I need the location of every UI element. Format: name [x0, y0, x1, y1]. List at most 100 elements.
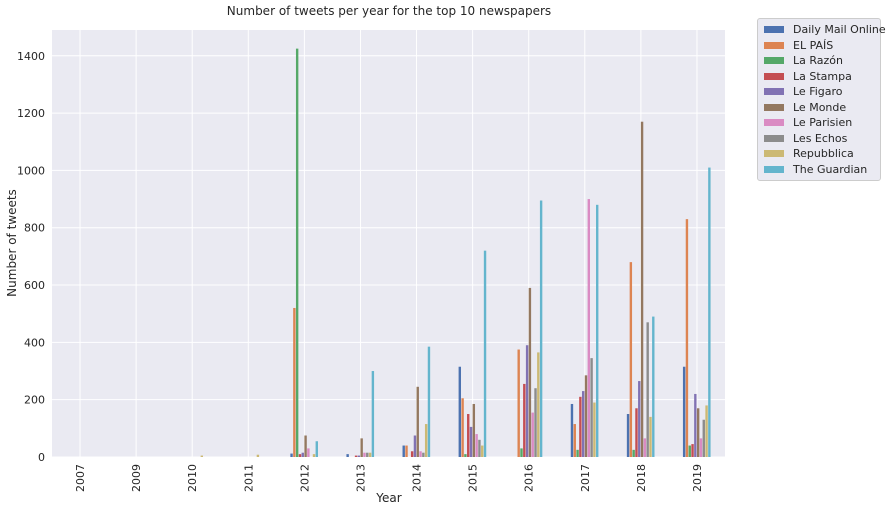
- bar: [354, 455, 358, 457]
- bar: [643, 438, 647, 457]
- bar: [688, 445, 691, 457]
- bar: [295, 48, 299, 457]
- bar: [590, 358, 593, 457]
- legend-label: Les Echos: [793, 131, 848, 145]
- grid-lines: [52, 30, 725, 458]
- bar: [483, 250, 487, 457]
- legend-item: Le Figaro: [764, 84, 874, 100]
- bar: [424, 424, 428, 457]
- bar: [576, 449, 579, 457]
- legend-label: Daily Mail Online: [793, 23, 886, 37]
- bar: [200, 455, 204, 457]
- legend-label: EL PAÍS: [793, 38, 834, 52]
- bar: [402, 445, 405, 457]
- x-tick-label: 2007: [74, 464, 87, 492]
- x-tick-label: 2016: [523, 464, 536, 492]
- bar: [256, 454, 260, 457]
- bar: [635, 408, 638, 457]
- legend-label: Le Parisien: [793, 116, 853, 130]
- bar: [371, 371, 375, 457]
- bar: [626, 414, 630, 457]
- legend-label: The Guardian: [793, 162, 868, 176]
- legend-swatch: [764, 72, 784, 80]
- legend-label: Le Figaro: [793, 85, 843, 99]
- bar: [427, 346, 431, 457]
- bar: [581, 391, 585, 457]
- legend-swatch: [764, 103, 784, 111]
- bar: [363, 452, 366, 457]
- x-tick-label: 2017: [579, 464, 592, 492]
- bar: [699, 438, 703, 457]
- legend-item: La Stampa: [764, 69, 874, 85]
- legend-swatch: [764, 150, 784, 158]
- bar: [469, 426, 473, 457]
- legend-swatch: [764, 165, 784, 173]
- y-tick-label: 1200: [17, 107, 45, 120]
- bar: [694, 393, 697, 457]
- bar: [472, 403, 476, 457]
- bar: [416, 386, 419, 457]
- bar: [366, 452, 369, 457]
- legend-label: La Stampa: [793, 69, 852, 83]
- legend-swatch: [764, 88, 784, 96]
- legend-label: Le Monde: [793, 100, 847, 114]
- bar: [307, 448, 310, 457]
- x-tick-label: 2011: [242, 464, 255, 492]
- bar: [301, 452, 304, 457]
- legend-item: La Razón: [764, 53, 874, 69]
- bar: [685, 219, 689, 457]
- bar: [539, 200, 543, 457]
- bar: [467, 414, 470, 457]
- x-axis-ticks: 2007 2009 2010 2011 2012 2013 2014 2015 2016 2017…: [74, 464, 704, 492]
- bar: [696, 408, 700, 457]
- bar: [531, 412, 534, 457]
- x-tick-label: 2012: [298, 464, 311, 492]
- bar: [646, 322, 649, 457]
- bar: [360, 438, 363, 457]
- y-axis-label: Number of tweets: [5, 189, 19, 297]
- bar: [312, 454, 316, 457]
- bar: [528, 287, 532, 457]
- bar: [517, 349, 520, 457]
- bar: [525, 345, 529, 457]
- bar: [629, 262, 633, 457]
- y-tick-label: 1000: [17, 164, 45, 177]
- x-tick-label: 2019: [691, 464, 704, 492]
- bar: [702, 419, 705, 457]
- y-tick-label: 1400: [17, 50, 45, 63]
- bar: [640, 121, 644, 457]
- bar: [534, 388, 537, 457]
- bar: [410, 451, 414, 457]
- bar: [315, 441, 318, 457]
- bar: [475, 434, 478, 457]
- legend-item: EL PAÍS: [764, 38, 874, 54]
- bar: [478, 439, 481, 457]
- chart-title: Number of tweets per year for the top 10…: [227, 4, 551, 18]
- bar: [422, 452, 425, 457]
- bar: [682, 366, 686, 457]
- bar: [368, 452, 372, 457]
- legend-item: Les Echos: [764, 131, 874, 147]
- bar: [461, 398, 464, 457]
- bar: [691, 444, 694, 457]
- y-tick-label: 800: [24, 222, 45, 235]
- plot-background: [52, 30, 725, 457]
- legend-label: Repubblica: [793, 147, 854, 161]
- bar: [587, 199, 590, 457]
- bar: [523, 383, 526, 457]
- bar: [357, 455, 361, 457]
- bar: [570, 403, 574, 457]
- bar: [596, 204, 599, 457]
- legend-label: La Razón: [793, 54, 843, 68]
- y-tick-label: 200: [24, 394, 45, 407]
- legend-item: Daily Mail Online: [764, 22, 886, 38]
- legend-swatch: [764, 119, 784, 127]
- bar: [419, 451, 422, 457]
- legend-item: Le Parisien: [764, 115, 874, 131]
- x-tick-label: 2018: [635, 464, 648, 492]
- legend-item: The Guardian: [764, 162, 874, 178]
- bar: [593, 402, 596, 457]
- bar: [573, 424, 576, 457]
- legend-swatch: [764, 26, 784, 34]
